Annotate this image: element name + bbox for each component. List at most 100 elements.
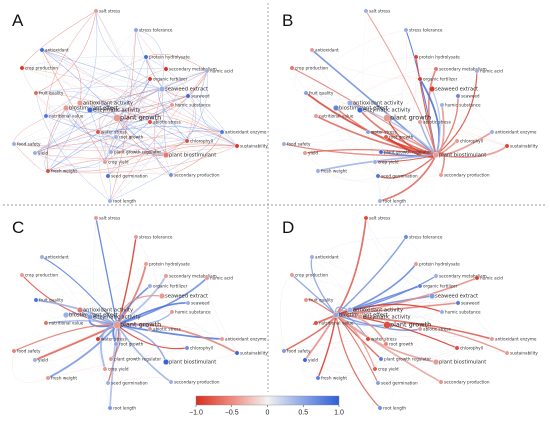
edge	[405, 236, 508, 354]
edge	[335, 68, 437, 109]
node-plant-growth	[383, 114, 391, 122]
node-root-length	[377, 198, 383, 204]
edge	[109, 95, 189, 202]
node-label: crop yield	[378, 160, 399, 165]
node-humic-acid	[204, 68, 210, 74]
node-label: antioxidant activity	[353, 101, 403, 107]
node-label: secondary metabolism	[169, 274, 217, 279]
node-humic-substance	[169, 309, 175, 315]
node-root-length	[107, 198, 113, 204]
node-label: plant growth	[120, 114, 161, 122]
edge	[116, 295, 163, 326]
edge	[335, 314, 381, 409]
node-label: plant growth regulator	[114, 150, 161, 155]
node-label: nutritional value	[49, 321, 84, 326]
edge	[47, 104, 173, 172]
edge	[385, 343, 458, 359]
node-label: plant growth	[120, 321, 161, 329]
edge	[161, 88, 172, 176]
node-root-length	[107, 405, 113, 411]
node-food-safety	[281, 141, 287, 147]
edge	[21, 56, 147, 69]
edge	[41, 49, 163, 90]
edge	[315, 316, 421, 330]
node-label: antioxidant enzyme	[225, 130, 267, 135]
node-label: stress tolerance	[409, 235, 443, 240]
node-label: fruit quality	[309, 298, 334, 303]
node-seaweed	[455, 93, 461, 99]
edge	[13, 140, 188, 152]
node-protein-hydrolysate	[143, 54, 149, 60]
edge	[386, 117, 508, 147]
network-panel-a: salt stress stress tolerance antioxidant cr…	[11, 8, 268, 204]
panel-letter: C	[12, 218, 24, 237]
edge	[110, 78, 151, 153]
edge	[311, 256, 458, 349]
node-label: fruit quality	[309, 91, 334, 96]
edge	[379, 68, 437, 202]
edge	[317, 154, 437, 172]
node-label: humic substance	[445, 103, 481, 108]
edge	[116, 323, 238, 354]
edge	[116, 70, 208, 119]
edge	[97, 338, 188, 349]
node-label: salt stress	[369, 9, 390, 14]
edge	[46, 107, 67, 172]
node-label: fresh weight	[321, 376, 347, 381]
node-label: root growth	[389, 342, 414, 347]
node-label: plant growth regulator	[384, 150, 431, 155]
edge	[95, 217, 151, 330]
edge	[415, 121, 442, 176]
edge	[349, 102, 437, 156]
node-label: secondary production	[174, 380, 220, 385]
edge	[317, 314, 337, 379]
node-crop-production	[19, 272, 25, 278]
node-seaweed-extract	[158, 292, 165, 299]
node-nutritional-value	[43, 320, 49, 326]
edge	[145, 56, 223, 133]
node-label: abiotic stress	[423, 327, 451, 332]
edge	[34, 88, 163, 154]
edge	[35, 89, 118, 119]
node-label: plant growth	[390, 321, 431, 329]
node-organic-fertilizer	[147, 283, 153, 289]
node-salt-stress	[93, 8, 99, 14]
node-label: stress tolerance	[139, 235, 173, 240]
edge	[135, 29, 223, 133]
node-label: crop yield	[108, 160, 129, 165]
node-seaweed	[185, 93, 191, 99]
node-label: chlorophyll	[460, 346, 483, 351]
node-label: protein hydrolysate	[419, 262, 460, 267]
edge	[41, 256, 167, 277]
edge	[95, 10, 151, 80]
edge	[98, 136, 117, 202]
node-label: humic substance	[175, 310, 211, 315]
edge	[109, 324, 118, 409]
node-label: water stress	[371, 337, 397, 342]
edge	[335, 311, 443, 321]
edge	[110, 277, 208, 360]
edge	[116, 324, 167, 363]
node-label: yield	[308, 151, 318, 156]
node-root-length	[377, 405, 383, 411]
node-fruit-quality	[33, 90, 39, 96]
edge	[34, 324, 118, 362]
edge	[186, 130, 238, 147]
edge	[79, 263, 147, 311]
edge	[153, 88, 172, 176]
network-panel-c: salt stress stress tolerance antioxidant cr…	[11, 216, 268, 411]
node-label: plant growth regulator	[384, 357, 431, 362]
edge	[359, 78, 421, 111]
edge	[45, 114, 112, 153]
edge	[89, 277, 208, 318]
colorbar-tick-label: 0	[266, 410, 270, 417]
edge	[186, 95, 197, 142]
edge	[35, 85, 163, 94]
edge	[116, 275, 167, 326]
edge	[377, 154, 437, 179]
edge	[47, 104, 173, 172]
node-label: sustainability	[510, 351, 538, 356]
node-crop-production	[289, 272, 295, 278]
node-label: antioxidant activity	[83, 308, 133, 314]
node-secondary-production	[438, 379, 444, 385]
